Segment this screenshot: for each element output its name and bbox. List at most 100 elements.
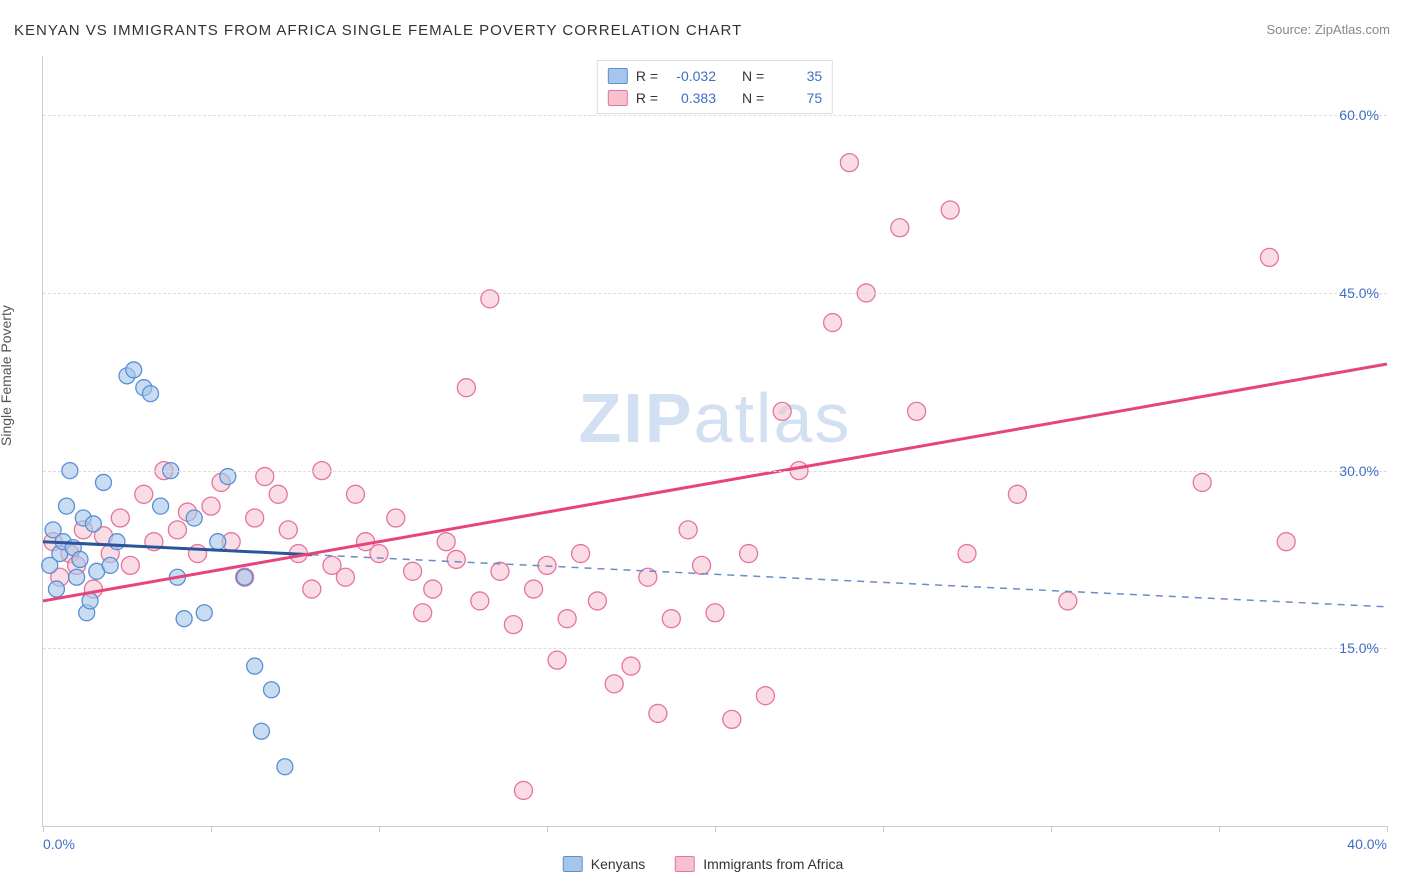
immigrants-swatch-icon bbox=[675, 856, 695, 872]
scatter-point bbox=[404, 562, 422, 580]
scatter-point bbox=[202, 497, 220, 515]
scatter-point bbox=[59, 498, 75, 514]
scatter-point bbox=[111, 509, 129, 527]
scatter-point bbox=[263, 682, 279, 698]
xtick-mark bbox=[211, 826, 212, 832]
scatter-point bbox=[941, 201, 959, 219]
scatter-point bbox=[370, 545, 388, 563]
legend-item-kenyans: Kenyans bbox=[563, 856, 645, 872]
scatter-point bbox=[95, 474, 111, 490]
scatter-point bbox=[279, 521, 297, 539]
scatter-point bbox=[588, 592, 606, 610]
plot-area: ZIPatlas R = -0.032 N = 35 R = 0.383 N =… bbox=[42, 56, 1387, 827]
scatter-point bbox=[186, 510, 202, 526]
scatter-point bbox=[85, 516, 101, 532]
chart-svg bbox=[43, 56, 1387, 826]
xtick-mark bbox=[883, 826, 884, 832]
chart-container: KENYAN VS IMMIGRANTS FROM AFRICA SINGLE … bbox=[0, 0, 1406, 892]
scatter-point bbox=[82, 593, 98, 609]
scatter-point bbox=[840, 154, 858, 172]
scatter-point bbox=[958, 545, 976, 563]
scatter-point bbox=[824, 314, 842, 332]
scatter-point bbox=[210, 534, 226, 550]
scatter-point bbox=[237, 569, 253, 585]
scatter-point bbox=[303, 580, 321, 598]
scatter-point bbox=[514, 781, 532, 799]
scatter-point bbox=[740, 545, 758, 563]
scatter-point bbox=[48, 581, 64, 597]
scatter-point bbox=[1008, 485, 1026, 503]
kenyans-label: Kenyans bbox=[591, 856, 645, 872]
scatter-point bbox=[189, 545, 207, 563]
scatter-point bbox=[387, 509, 405, 527]
scatter-point bbox=[572, 545, 590, 563]
scatter-point bbox=[253, 723, 269, 739]
scatter-point bbox=[457, 379, 475, 397]
scatter-point bbox=[196, 605, 212, 621]
kenyans-swatch-icon bbox=[563, 856, 583, 872]
scatter-point bbox=[723, 710, 741, 728]
gridline bbox=[43, 115, 1387, 116]
ytick-label: 60.0% bbox=[1339, 107, 1379, 123]
chart-title: KENYAN VS IMMIGRANTS FROM AFRICA SINGLE … bbox=[14, 22, 742, 39]
scatter-point bbox=[346, 485, 364, 503]
scatter-point bbox=[1277, 533, 1295, 551]
scatter-point bbox=[504, 616, 522, 634]
scatter-point bbox=[773, 402, 791, 420]
scatter-point bbox=[168, 521, 186, 539]
gridline bbox=[43, 293, 1387, 294]
scatter-point bbox=[1260, 248, 1278, 266]
scatter-point bbox=[679, 521, 697, 539]
xtick-mark bbox=[547, 826, 548, 832]
series-legend: Kenyans Immigrants from Africa bbox=[563, 856, 844, 872]
xtick-mark bbox=[1051, 826, 1052, 832]
scatter-point bbox=[908, 402, 926, 420]
scatter-point bbox=[491, 562, 509, 580]
xtick-mark bbox=[715, 826, 716, 832]
scatter-point bbox=[246, 509, 264, 527]
legend-item-immigrants: Immigrants from Africa bbox=[675, 856, 843, 872]
scatter-point bbox=[414, 604, 432, 622]
scatter-point bbox=[649, 704, 667, 722]
scatter-point bbox=[336, 568, 354, 586]
scatter-point bbox=[447, 550, 465, 568]
xtick-label-right: 40.0% bbox=[1347, 836, 1387, 852]
scatter-point bbox=[109, 534, 125, 550]
scatter-point bbox=[622, 657, 640, 675]
ytick-label: 30.0% bbox=[1339, 463, 1379, 479]
y-axis-label: Single Female Poverty bbox=[0, 305, 14, 446]
scatter-point bbox=[1193, 473, 1211, 491]
scatter-point bbox=[693, 556, 711, 574]
scatter-point bbox=[269, 485, 287, 503]
scatter-point bbox=[153, 498, 169, 514]
scatter-point bbox=[121, 556, 139, 574]
ytick-label: 15.0% bbox=[1339, 640, 1379, 656]
scatter-point bbox=[424, 580, 442, 598]
scatter-point bbox=[437, 533, 455, 551]
scatter-point bbox=[69, 569, 85, 585]
scatter-point bbox=[176, 611, 192, 627]
xtick-mark bbox=[43, 826, 44, 832]
scatter-point bbox=[706, 604, 724, 622]
scatter-point bbox=[1059, 592, 1077, 610]
trendline-immigrants bbox=[43, 364, 1387, 601]
scatter-point bbox=[277, 759, 293, 775]
scatter-point bbox=[548, 651, 566, 669]
scatter-point bbox=[102, 557, 118, 573]
immigrants-label: Immigrants from Africa bbox=[703, 856, 843, 872]
xtick-mark bbox=[1387, 826, 1388, 832]
gridline bbox=[43, 648, 1387, 649]
xtick-mark bbox=[379, 826, 380, 832]
scatter-point bbox=[756, 687, 774, 705]
scatter-point bbox=[558, 610, 576, 628]
scatter-point bbox=[605, 675, 623, 693]
scatter-point bbox=[525, 580, 543, 598]
scatter-point bbox=[247, 658, 263, 674]
scatter-point bbox=[143, 386, 159, 402]
source-label: Source: ZipAtlas.com bbox=[1266, 22, 1390, 37]
xtick-mark bbox=[1219, 826, 1220, 832]
scatter-point bbox=[471, 592, 489, 610]
gridline bbox=[43, 471, 1387, 472]
xtick-label-left: 0.0% bbox=[43, 836, 75, 852]
ytick-label: 45.0% bbox=[1339, 285, 1379, 301]
